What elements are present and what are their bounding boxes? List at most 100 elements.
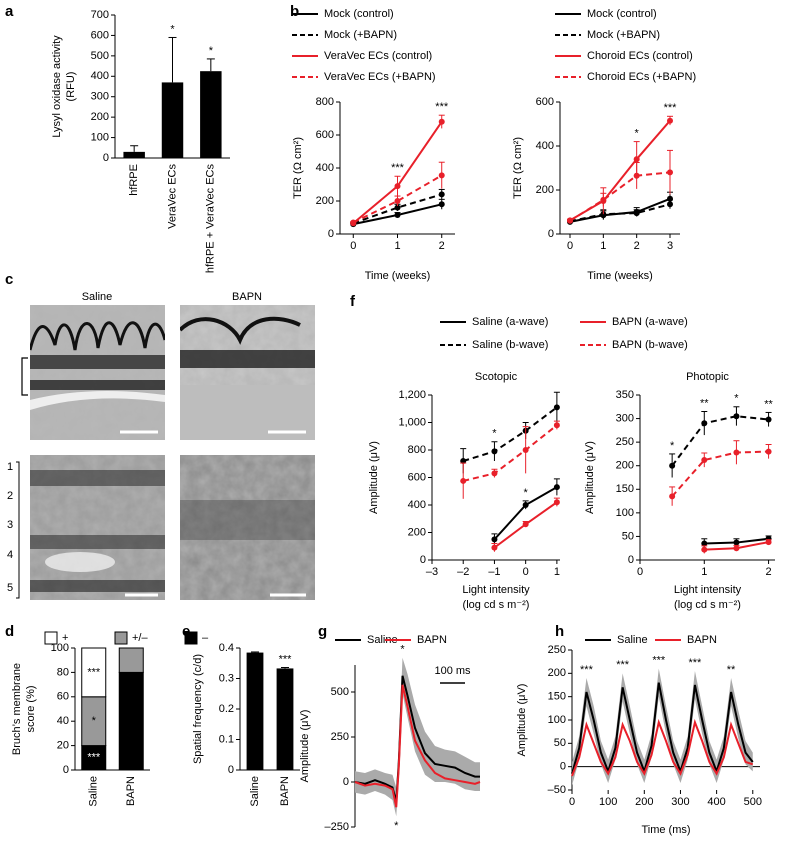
- significance: ***: [391, 162, 405, 174]
- y-tick-label: 0: [560, 761, 566, 773]
- marker: [491, 536, 498, 543]
- micrograph: [180, 305, 315, 440]
- x-tick-label: 1: [394, 240, 400, 252]
- y-tick-label: 800: [408, 444, 426, 456]
- bracket: [21, 357, 28, 396]
- marker: [765, 448, 772, 455]
- x-axis-label: Time (weeks): [365, 270, 431, 282]
- legend-label: Mock (+BAPN): [587, 29, 660, 41]
- significance: *: [92, 715, 97, 727]
- y-tick-label: 600: [536, 96, 554, 108]
- x-tick-label: 100: [599, 796, 617, 808]
- significance: **: [700, 397, 709, 409]
- bar: [123, 151, 145, 158]
- y-tick-label: 50: [622, 530, 634, 542]
- marker: [600, 196, 607, 203]
- x-tick-label: –1: [488, 566, 500, 578]
- x-tick-label: BAPN: [279, 776, 291, 806]
- marker: [701, 540, 708, 547]
- bar-segment: [118, 647, 144, 673]
- y-tick-label: 150: [548, 691, 566, 703]
- legend-label: Mock (control): [587, 8, 657, 20]
- y-axis-label: TER (Ω cm²): [512, 137, 524, 199]
- legend-label: Choroid ECs (+BAPN): [587, 71, 696, 83]
- x-tick-label: 0: [350, 240, 356, 252]
- legend-label: BAPN: [687, 634, 717, 646]
- y-axis-label: Lysyl oxidase activity: [51, 35, 63, 138]
- y-tick-label: 80: [57, 666, 69, 678]
- x-axis-label: (log cd s m⁻²): [463, 599, 530, 611]
- marker: [633, 172, 640, 179]
- panel-label: g: [318, 623, 327, 640]
- marker: [438, 191, 445, 198]
- marker: [438, 172, 445, 179]
- y-tick-label: 100: [548, 714, 566, 726]
- significance: *: [492, 428, 497, 440]
- legend-label: Saline: [617, 634, 648, 646]
- layer-band: [30, 535, 165, 549]
- x-tick-label: hfRPE + VeraVec ECs: [205, 163, 217, 273]
- marker: [733, 539, 740, 546]
- y-tick-label: 400: [536, 140, 554, 152]
- series-line: [569, 120, 671, 222]
- x-tick-label: Saline: [249, 776, 261, 807]
- series-line: [352, 193, 443, 225]
- image-texture: [180, 305, 315, 385]
- x-axis-label: Time (weeks): [587, 270, 653, 282]
- y-tick-label: 0: [420, 554, 426, 566]
- significance: *: [635, 128, 640, 140]
- marker: [553, 422, 560, 429]
- series-line: [352, 174, 443, 224]
- y-tick-label: 0: [63, 764, 69, 776]
- legend-label: Saline (a-wave): [472, 316, 548, 328]
- significance: ***: [435, 101, 449, 113]
- membrane-fold: [180, 316, 301, 345]
- y-tick-label: 100: [91, 131, 109, 143]
- legend-label: BAPN (b-wave): [612, 339, 688, 351]
- image-texture: [30, 305, 165, 440]
- micrographs: c Saline BAPN: [5, 271, 315, 600]
- bar-segment: [81, 696, 107, 747]
- membrane-band: [180, 350, 315, 368]
- significance: ***: [616, 659, 630, 671]
- micrograph: [30, 455, 165, 600]
- y-axis-label: Amplitude (μV): [368, 441, 380, 514]
- y-tick-label: 600: [408, 471, 426, 483]
- marker: [701, 457, 708, 464]
- marker: [394, 183, 401, 190]
- marker: [491, 544, 498, 551]
- y-tick-label: 0.1: [219, 733, 234, 745]
- lumen: [30, 391, 165, 410]
- legend-label: +: [62, 632, 68, 644]
- marker: [667, 169, 673, 176]
- y-tick-label: 100: [51, 642, 69, 654]
- y-axis-label: (RFU): [65, 72, 77, 102]
- layer-label: 5: [7, 582, 13, 594]
- significance: *: [170, 23, 175, 35]
- bar: [246, 652, 264, 770]
- y-tick-label: 0.4: [219, 642, 234, 654]
- y-tick-label: 0: [228, 764, 234, 776]
- legend-label: Choroid ECs (control): [587, 50, 693, 62]
- significance: **: [727, 664, 736, 676]
- x-axis-label: (log cd s m⁻²): [674, 599, 741, 611]
- panel-label: h: [555, 623, 564, 640]
- x-axis-label: Light intensity: [674, 584, 742, 596]
- micrograph: [180, 455, 315, 600]
- layer-band: [30, 470, 165, 486]
- scale-bar-label: 100 ms: [434, 665, 471, 677]
- series-line: [354, 684, 481, 808]
- y-tick-label: 250: [331, 731, 349, 743]
- layer-label: 4: [7, 549, 13, 561]
- y-tick-label: 50: [554, 737, 566, 749]
- significance: *: [400, 644, 405, 656]
- y-tick-label: 500: [91, 50, 109, 62]
- significance: ***: [689, 657, 703, 669]
- panel-label: c: [5, 271, 13, 288]
- legend-swatch: [184, 631, 198, 645]
- marker: [701, 546, 708, 553]
- y-tick-label: 250: [548, 644, 566, 656]
- legend-label: VeraVec ECs (control): [324, 50, 432, 62]
